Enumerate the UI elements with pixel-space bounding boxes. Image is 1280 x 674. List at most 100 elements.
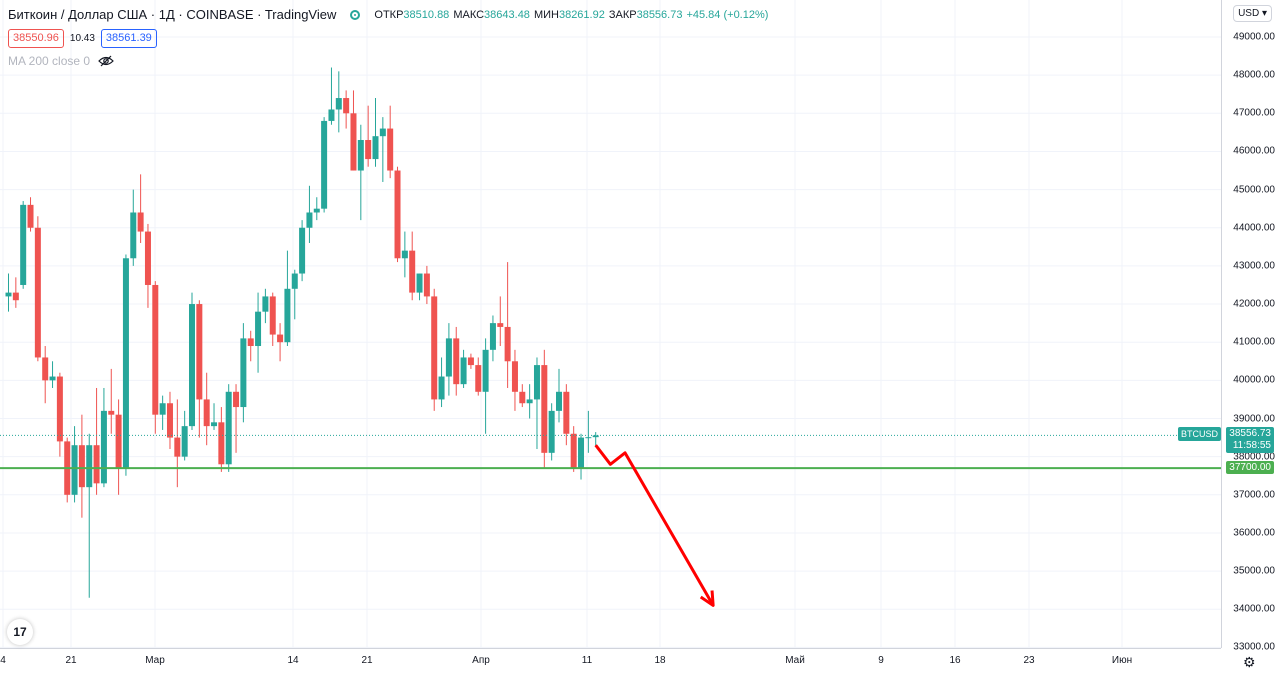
time-tick-label: 9 [878, 655, 884, 666]
price-tick-label: 34000.00 [1233, 603, 1275, 615]
candle-body [431, 296, 438, 400]
candle-body [548, 410, 555, 453]
candle-body [343, 98, 350, 114]
candle-body [71, 445, 78, 495]
candle-body [335, 98, 342, 110]
candle-body [262, 296, 269, 312]
close-value: 38556.73 [636, 8, 683, 21]
candle-body [350, 113, 357, 171]
candle-body [504, 326, 511, 362]
time-tick-label: 11 [581, 655, 593, 666]
candle-body [225, 391, 232, 465]
candle-body [115, 414, 122, 469]
candle-body [174, 437, 181, 457]
price-tick-label: 36000.00 [1233, 527, 1275, 539]
candle-body [137, 212, 144, 232]
candle-body [321, 120, 328, 209]
candle-body [49, 376, 56, 381]
candle-body [240, 338, 247, 408]
symbol-price-tag: BTCUSD [1178, 427, 1222, 442]
low-value: 38261.92 [558, 8, 605, 21]
chart-legend: Биткоин / Доллар США · 1Д · COINBASE · T… [8, 7, 768, 22]
candle-body [387, 128, 394, 171]
price-tick-label: 33000.00 [1233, 641, 1275, 653]
time-tick-label: Май [785, 655, 805, 666]
indicator-legend[interactable]: MA 200 close 0 [8, 54, 114, 68]
candle-body [313, 208, 320, 213]
currency-label: USD [1238, 8, 1260, 19]
candle-body [482, 349, 489, 392]
candle-body [284, 288, 291, 343]
price-axis[interactable]: 49000.00 48000.00 47000.00 46000.00 45000.00… [1221, 0, 1280, 653]
candle-body [108, 410, 115, 415]
candle-body [56, 376, 63, 442]
time-tick-label: 16 [949, 655, 961, 666]
price-tick-label: 38000.00 [1233, 451, 1275, 463]
candle-body [86, 445, 93, 488]
candle-body [372, 136, 379, 160]
candle-body [556, 391, 562, 411]
price-tick-label: 35000.00 [1233, 565, 1275, 577]
candle-body [578, 437, 585, 469]
candle-body [563, 391, 570, 434]
candle-body [144, 231, 151, 285]
candle-body [489, 323, 496, 350]
chart-overlays [0, 434, 1221, 607]
candle-body [467, 357, 474, 366]
candle-body [533, 365, 540, 400]
candle-body [211, 422, 218, 427]
candle-body [497, 323, 504, 327]
price-tick-label: 37000.00 [1233, 489, 1275, 501]
candle-body [181, 426, 188, 457]
sell-price-button[interactable]: 38550.96 [8, 29, 64, 48]
candle-body [93, 445, 100, 484]
candle-body [27, 204, 34, 228]
open-label: ОТКР [374, 8, 404, 21]
chart-plot-area[interactable] [0, 0, 1221, 648]
candle-body [357, 140, 364, 171]
candle-body [438, 376, 445, 400]
candle-body [20, 204, 27, 285]
candle-body [570, 433, 577, 469]
price-tick-label: 44000.00 [1233, 222, 1275, 234]
symbol-title[interactable]: Биткоин / Доллар США · 1Д · COINBASE · T… [8, 7, 337, 22]
candle-body [159, 403, 166, 415]
candle-body [196, 304, 203, 400]
candle-body [5, 292, 12, 297]
high-label: МАКС [453, 8, 485, 21]
price-tick-label: 39000.00 [1233, 413, 1275, 424]
market-status-icon [350, 9, 361, 20]
buy-price-button[interactable]: 38561.39 [100, 29, 157, 48]
candle-body [34, 227, 41, 358]
time-tick-label: 18 [654, 655, 666, 666]
candle-body [78, 445, 85, 488]
candle-body [152, 284, 159, 415]
last-price-tag: 38556.73 11:58:55 [1226, 427, 1274, 454]
candle-body [585, 437, 592, 439]
candle-body [12, 292, 19, 301]
candle-body [409, 250, 416, 293]
time-tick-label: Апр [472, 655, 490, 666]
price-tick-label: 40000.00 [1233, 374, 1275, 386]
low-label: МИН [533, 8, 559, 21]
candle-body [306, 212, 313, 228]
projection-arrow [594, 444, 715, 607]
high-value: 38643.48 [484, 8, 530, 21]
candle-body [203, 399, 210, 427]
candle-body [592, 435, 599, 438]
candle-body [247, 338, 254, 347]
candle-body [277, 334, 284, 343]
time-tick-label: Мар [145, 655, 165, 666]
change-value: +45.84 (+0.12%) [686, 8, 769, 21]
candle-body [166, 403, 173, 438]
candle-body [122, 258, 129, 469]
price-tick-label: 45000.00 [1233, 184, 1275, 196]
eye-crossed-icon[interactable] [98, 55, 114, 67]
price-tick-label: 41000.00 [1233, 336, 1275, 348]
candle-body [269, 296, 276, 335]
time-axis[interactable]: 4 21 Мар 14 21 Апр 11 18 Май 9 16 23 Июн [0, 648, 1221, 674]
tradingview-logo-icon[interactable]: 17 [7, 619, 33, 645]
currency-button[interactable]: USD ▾ [1233, 5, 1272, 22]
settings-gear-icon[interactable]: ⚙ [1243, 654, 1256, 670]
candle-body [299, 227, 306, 274]
